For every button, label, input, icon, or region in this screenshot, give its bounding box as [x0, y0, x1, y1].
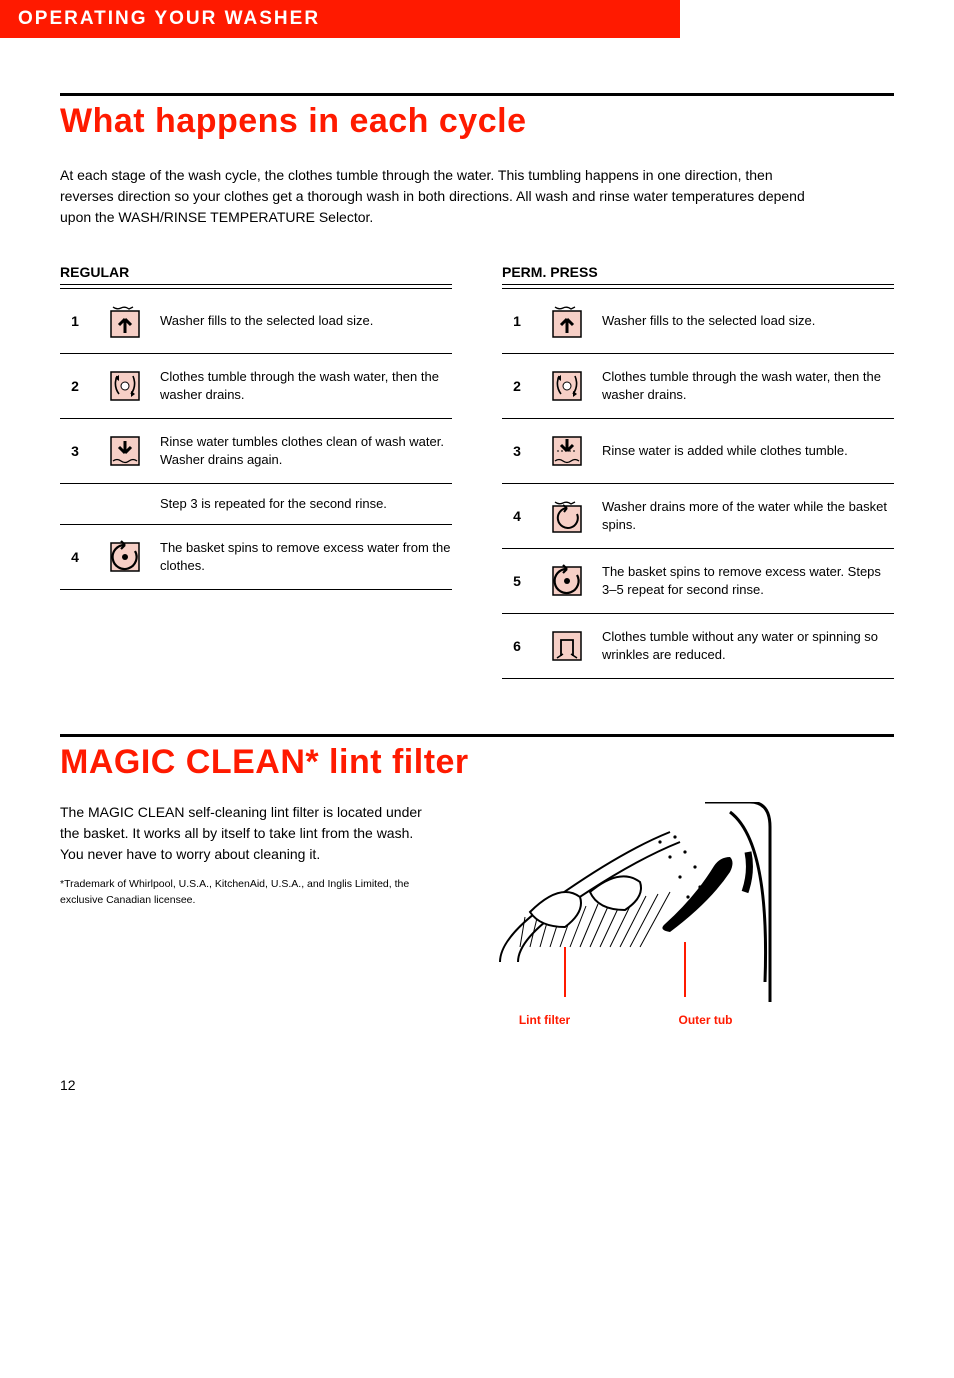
divider: [502, 284, 894, 285]
cycle-step: 2 Clothes tumble through the wash water,…: [60, 354, 452, 418]
cycle-step: 1 Washer fills to the selected load size…: [60, 289, 452, 353]
step-number: 1: [502, 313, 532, 329]
illustration-label-left: Lint filter: [470, 1013, 619, 1027]
step-text: Clothes tumble without any water or spin…: [602, 628, 894, 664]
divider: [502, 678, 894, 679]
cycle-step: 6 Clothes tumble without any water or sp…: [502, 614, 894, 678]
lint-paragraph: The MAGIC CLEAN self-cleaning lint filte…: [60, 802, 440, 865]
divider: [60, 734, 894, 737]
step-text: Washer fills to the selected load size.: [160, 312, 452, 330]
step-text: Washer drains more of the water while th…: [602, 498, 894, 534]
cycle-step: 4 The basket spins to remove excess wate…: [60, 525, 452, 589]
lint-text-block: The MAGIC CLEAN self-cleaning lint filte…: [60, 802, 440, 1027]
rinse-drain-icon: [90, 431, 160, 471]
divider: [60, 93, 894, 96]
step-text: Clothes tumble through the wash water, t…: [602, 368, 894, 404]
step-text: Rinse water tumbles clothes clean of was…: [160, 433, 452, 469]
agitate-icon: [532, 366, 602, 406]
step-text: Clothes tumble through the wash water, t…: [160, 368, 452, 404]
step-text: Washer fills to the selected load size.: [602, 312, 894, 330]
step-text: Step 3 is repeated for the second rinse.: [160, 495, 452, 513]
divider: [60, 284, 452, 285]
cycle-column-regular: REGULAR 1 Washer fills to the selected l…: [60, 264, 452, 679]
step-number: 2: [60, 378, 90, 394]
lint-illustration: Lint filter Outer tub: [470, 802, 780, 1027]
section-heading-cycles: What happens in each cycle: [60, 102, 894, 141]
step-number: 3: [60, 443, 90, 459]
cycle-step: 2 Clothes tumble through the wash water,…: [502, 354, 894, 418]
spin-icon: [90, 537, 160, 577]
step-number: 5: [502, 573, 532, 589]
step-text: Rinse water is added while clothes tumbl…: [602, 442, 894, 460]
step-number: 4: [502, 508, 532, 524]
step-number: 6: [502, 638, 532, 654]
cycle-columns: REGULAR 1 Washer fills to the selected l…: [60, 264, 894, 679]
section-banner: OPERATING YOUR WASHER: [0, 0, 680, 38]
fill-up-icon: [532, 301, 602, 341]
cycle-column-permpress: PERM. PRESS 1 Washer fills to the select…: [502, 264, 894, 679]
section-heading-lint: MAGIC CLEAN* lint filter: [60, 743, 894, 782]
column-heading: PERM. PRESS: [502, 264, 894, 280]
fill-up-icon: [90, 301, 160, 341]
page-number: 12: [60, 1077, 894, 1093]
spin-icon: [532, 561, 602, 601]
agitate-icon: [90, 366, 160, 406]
cycle-step: 3 Rinse water tumbles clothes clean of w…: [60, 419, 452, 483]
illustration-label-right: Outer tub: [631, 1013, 780, 1027]
divider: [60, 589, 452, 590]
step-number: 4: [60, 549, 90, 565]
column-heading: REGULAR: [60, 264, 452, 280]
trademark-fineprint: *Trademark of Whirlpool, U.S.A., Kitchen…: [60, 877, 440, 909]
step-number: 3: [502, 443, 532, 459]
intro-paragraph: At each stage of the wash cycle, the clo…: [60, 165, 820, 228]
cycle-step: 5 The basket spins to remove excess wate…: [502, 549, 894, 613]
cycle-step: Step 3 is repeated for the second rinse.: [60, 484, 452, 524]
drain-spin-icon: [532, 496, 602, 536]
step-text: The basket spins to remove excess water.…: [602, 563, 894, 599]
step-text: The basket spins to remove excess water …: [160, 539, 452, 575]
cycle-step: 4 Washer drains more of the water while …: [502, 484, 894, 548]
cycle-step: 1 Washer fills to the selected load size…: [502, 289, 894, 353]
cooldown-icon: [532, 626, 602, 666]
rinse-add-icon: [532, 431, 602, 471]
cycle-step: 3 Rinse water is added while clothes tum…: [502, 419, 894, 483]
step-number: 2: [502, 378, 532, 394]
step-number: 1: [60, 313, 90, 329]
